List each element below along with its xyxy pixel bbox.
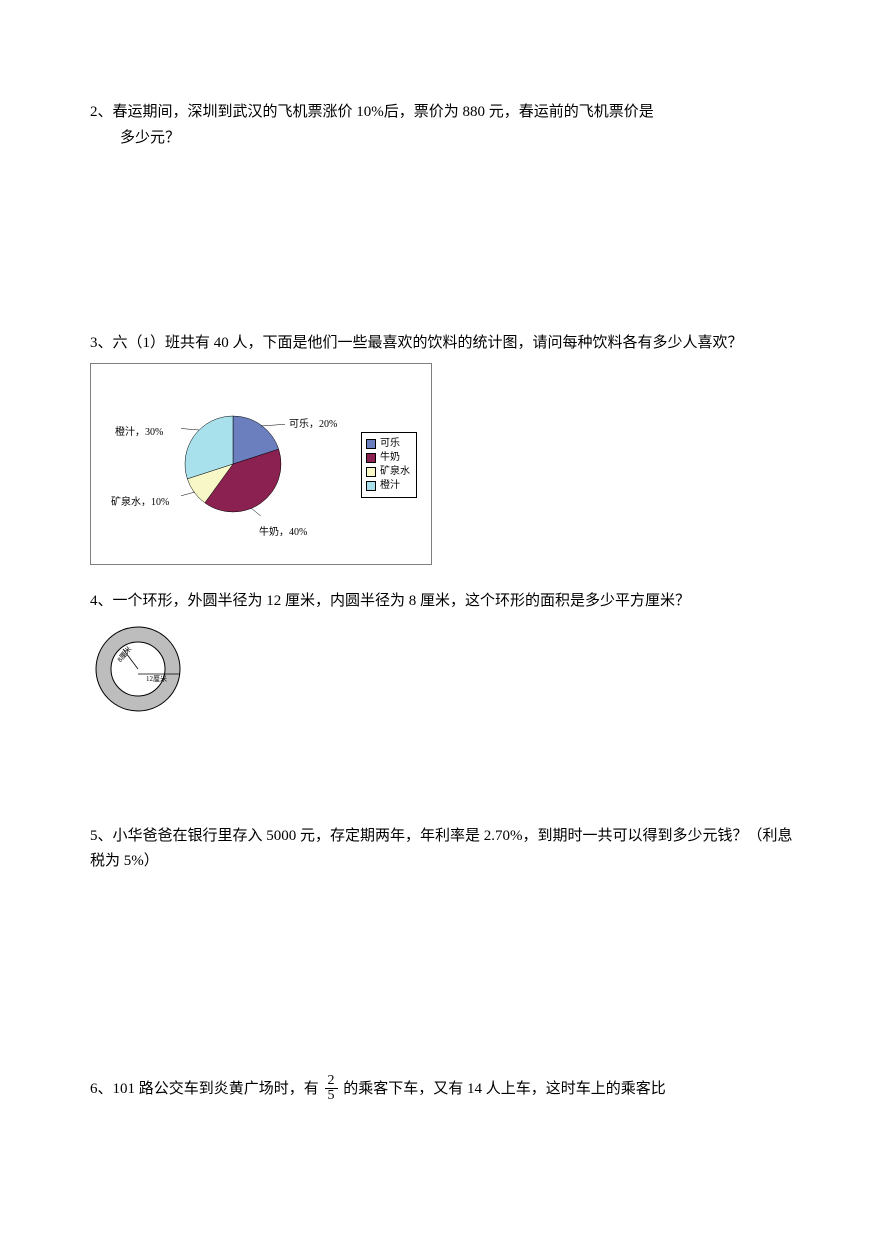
fraction-denominator: 5 bbox=[325, 1089, 338, 1103]
q2-text-line2: 多少元？ bbox=[90, 126, 798, 152]
pie-label-water: 矿泉水，10% bbox=[111, 494, 169, 511]
question-5: 5、小华爸爸在银行里存入 5000 元，存定期两年，年利率是 2.70%，到期时… bbox=[90, 824, 798, 875]
swatch-cola bbox=[366, 439, 376, 449]
svg-text:12厘米: 12厘米 bbox=[146, 674, 167, 683]
legend-row-orange: 橙汁 bbox=[366, 479, 410, 493]
q3-text: 3、六（1）班共有 40 人，下面是他们一些最喜欢的饮料的统计图，请问每种饮料各… bbox=[90, 335, 743, 351]
pie-legend: 可乐 牛奶 矿泉水 橙汁 bbox=[361, 432, 417, 498]
q6-pre: 6、101 路公交车到炎黄广场时，有 bbox=[90, 1080, 319, 1096]
pie-label-orange: 橙汁，30% bbox=[115, 424, 163, 441]
legend-row-water: 矿泉水 bbox=[366, 465, 410, 479]
pie-chart bbox=[181, 412, 285, 526]
legend-label-cola: 可乐 bbox=[380, 437, 400, 451]
ring-figure: 8厘米 12厘米 bbox=[90, 624, 798, 724]
pie-label-cola: 可乐，20% bbox=[289, 416, 337, 433]
swatch-water bbox=[366, 467, 376, 477]
legend-row-milk: 牛奶 bbox=[366, 451, 410, 465]
fraction-numerator: 2 bbox=[325, 1074, 338, 1089]
q2-text-line1: 2、春运期间，深圳到武汉的飞机票涨价 10%后，票价为 880 元，春运前的飞机… bbox=[90, 104, 654, 120]
legend-row-cola: 可乐 bbox=[366, 437, 410, 451]
q5-text: 5、小华爸爸在银行里存入 5000 元，存定期两年，年利率是 2.70%，到期时… bbox=[90, 828, 793, 870]
question-2: 2、春运期间，深圳到武汉的飞机票涨价 10%后，票价为 880 元，春运前的飞机… bbox=[90, 100, 798, 151]
q6-post: 的乘客下车，又有 14 人上车，这时车上的乘客比 bbox=[343, 1080, 666, 1096]
q4-text: 4、一个环形，外圆半径为 12 厘米，内圆半径为 8 厘米，这个环形的面积是多少… bbox=[90, 593, 690, 609]
pie-chart-container: 可乐，20% 牛奶，40% 矿泉水，10% 橙汁，30% 可乐 牛奶 矿泉水 橙… bbox=[90, 363, 432, 565]
question-3: 3、六（1）班共有 40 人，下面是他们一些最喜欢的饮料的统计图，请问每种饮料各… bbox=[90, 331, 798, 565]
legend-label-orange: 橙汁 bbox=[380, 479, 400, 493]
answer-space-2 bbox=[90, 161, 798, 311]
legend-label-water: 矿泉水 bbox=[380, 465, 410, 479]
fraction-2-5: 2 5 bbox=[325, 1074, 338, 1103]
swatch-milk bbox=[366, 453, 376, 463]
question-4: 4、一个环形，外圆半径为 12 厘米，内圆半径为 8 厘米，这个环形的面积是多少… bbox=[90, 589, 798, 724]
legend-label-milk: 牛奶 bbox=[380, 451, 400, 465]
pie-label-milk: 牛奶，40% bbox=[259, 524, 307, 541]
question-6: 6、101 路公交车到炎黄广场时，有 2 5 的乘客下车，又有 14 人上车，这… bbox=[90, 1075, 798, 1104]
swatch-orange bbox=[366, 481, 376, 491]
